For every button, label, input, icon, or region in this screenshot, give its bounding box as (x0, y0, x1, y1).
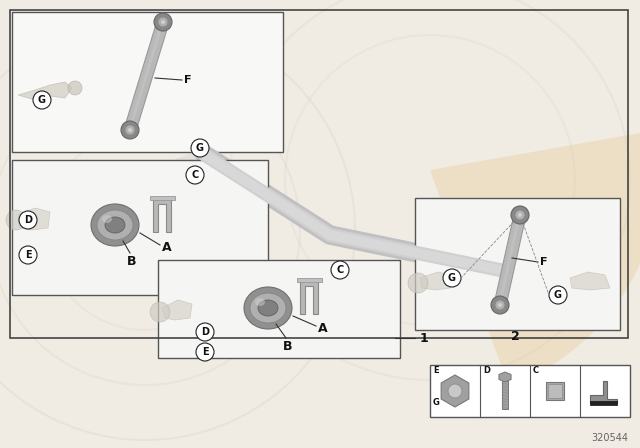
Text: B: B (127, 254, 137, 267)
Text: C: C (191, 170, 198, 180)
Circle shape (19, 246, 37, 264)
Text: B: B (284, 340, 292, 353)
Circle shape (498, 303, 502, 307)
Bar (548, 384, 562, 398)
Text: A: A (162, 241, 172, 254)
Polygon shape (153, 198, 171, 232)
Bar (590, 401, 617, 405)
Polygon shape (128, 22, 164, 130)
Polygon shape (499, 372, 511, 382)
Text: G: G (38, 95, 46, 105)
Ellipse shape (102, 215, 112, 223)
Bar (546, 382, 564, 400)
Text: C: C (533, 366, 539, 375)
Text: 320544: 320544 (591, 433, 628, 443)
Text: D: D (24, 215, 32, 225)
Ellipse shape (250, 293, 286, 323)
Polygon shape (297, 278, 322, 282)
Polygon shape (494, 214, 526, 306)
Text: D: D (201, 327, 209, 337)
Circle shape (158, 17, 168, 27)
Polygon shape (162, 300, 192, 320)
Circle shape (448, 384, 462, 398)
Bar (502, 381, 508, 409)
Polygon shape (12, 160, 268, 295)
Circle shape (515, 210, 525, 220)
Circle shape (161, 20, 165, 24)
Circle shape (495, 300, 505, 310)
Polygon shape (590, 381, 617, 403)
Polygon shape (12, 12, 283, 152)
Circle shape (491, 296, 509, 314)
Text: F: F (540, 257, 548, 267)
Circle shape (511, 206, 529, 224)
Polygon shape (300, 280, 318, 314)
Circle shape (6, 210, 26, 230)
Polygon shape (420, 272, 450, 290)
Circle shape (154, 13, 172, 31)
Circle shape (191, 139, 209, 157)
Text: 2: 2 (511, 329, 520, 343)
Circle shape (196, 323, 214, 341)
Polygon shape (570, 272, 610, 290)
Polygon shape (498, 215, 521, 305)
Polygon shape (124, 20, 169, 132)
Text: C: C (337, 265, 344, 275)
Ellipse shape (91, 204, 139, 246)
Polygon shape (18, 208, 50, 230)
Polygon shape (18, 82, 72, 100)
Text: G: G (196, 143, 204, 153)
Bar (430, 365, 630, 417)
Text: G: G (448, 273, 456, 283)
Circle shape (549, 286, 567, 304)
Circle shape (186, 166, 204, 184)
Text: E: E (25, 250, 31, 260)
Circle shape (331, 261, 349, 279)
Circle shape (128, 128, 132, 132)
Polygon shape (415, 198, 620, 330)
Circle shape (408, 273, 428, 293)
Ellipse shape (258, 300, 278, 316)
Circle shape (518, 213, 522, 217)
Text: E: E (202, 347, 208, 357)
Circle shape (19, 211, 37, 229)
Polygon shape (150, 196, 175, 200)
Text: A: A (318, 322, 328, 335)
Polygon shape (430, 130, 640, 386)
Ellipse shape (97, 210, 133, 240)
Text: D: D (483, 366, 490, 375)
Text: F: F (184, 75, 192, 85)
Circle shape (443, 269, 461, 287)
Polygon shape (158, 260, 400, 358)
Ellipse shape (105, 217, 125, 233)
Circle shape (68, 81, 82, 95)
Polygon shape (441, 375, 469, 407)
Ellipse shape (255, 298, 265, 306)
Circle shape (150, 302, 170, 322)
Text: E: E (433, 366, 438, 375)
Circle shape (125, 125, 135, 135)
Circle shape (33, 91, 51, 109)
Ellipse shape (244, 287, 292, 329)
Text: G: G (433, 398, 440, 407)
Text: G: G (554, 290, 562, 300)
Circle shape (196, 343, 214, 361)
Text: 1: 1 (420, 332, 429, 345)
Circle shape (121, 121, 139, 139)
